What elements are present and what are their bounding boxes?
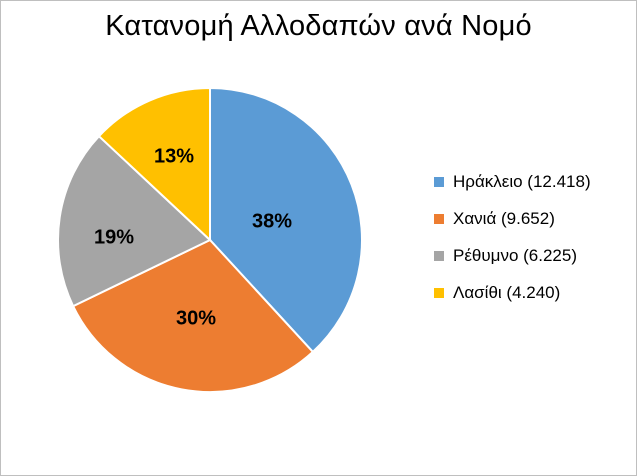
legend-item-chania: Χανιά (9.652) [434, 200, 591, 237]
legend-label: Ρέθυμνο (6.225) [453, 245, 578, 265]
legend-swatch [434, 213, 444, 224]
legend-item-irakleio: Ηράκλειο (12.418) [434, 163, 591, 200]
pie-slice-lasithi [97, 86, 211, 243]
chart-title: Κατανομή Αλλοδαπών ανά Νομό [105, 10, 532, 42]
legend-swatch [434, 250, 444, 261]
legend-item-rethymno: Ρέθυμνο (6.225) [434, 237, 591, 274]
legend-label: Ηράκλειο (12.418) [453, 171, 591, 191]
pie-slice-rethymno [57, 134, 212, 308]
legend-swatch [434, 287, 444, 298]
slice-label-lasithi: 13% [154, 145, 194, 167]
legend-label: Λασίθι (4.240) [453, 282, 561, 302]
legend-item-lasithi: Λασίθι (4.240) [434, 274, 591, 311]
chart-legend: Ηράκλειο (12.418) Χανιά (9.652) Ρέθυμνο (6… [434, 163, 591, 311]
pie-slice-irakleio [209, 86, 363, 354]
slice-label-rethymno: 19% [94, 226, 134, 248]
legend-swatch [434, 176, 444, 187]
legend-label: Χανιά (9.652) [453, 208, 555, 228]
slice-label-chania: 30% [176, 307, 216, 329]
slice-label-irakleio: 38% [252, 210, 292, 232]
